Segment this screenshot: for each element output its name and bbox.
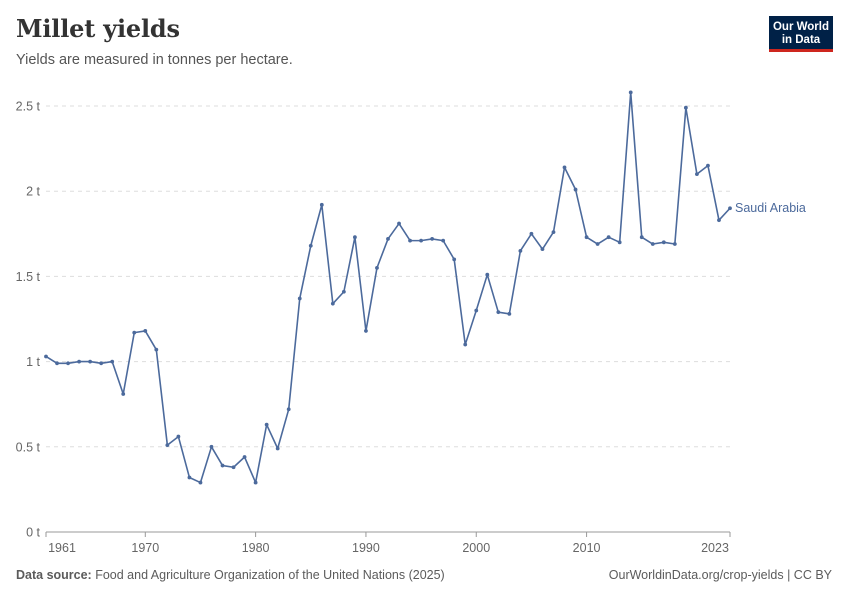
series-layer — [44, 90, 732, 485]
y-axis-tick-labels: 0 t 0.5 t 1 t 1.5 t 2 t 2.5 t — [16, 100, 41, 540]
data-point — [419, 238, 423, 243]
data-point — [474, 308, 479, 313]
x-tick-label: 2010 — [573, 541, 601, 555]
series-label: Saudi Arabia — [735, 201, 806, 215]
data-point — [485, 272, 490, 277]
data-point — [375, 265, 379, 270]
data-point — [330, 301, 335, 306]
data-point — [408, 238, 412, 243]
series-labels: Saudi Arabia — [735, 201, 806, 215]
data-point — [430, 237, 435, 241]
data-point — [650, 242, 655, 246]
data-point — [77, 359, 81, 364]
data-point — [187, 475, 192, 480]
y-tick-label: 0.5 t — [16, 440, 41, 454]
y-tick-label: 2.5 t — [16, 100, 41, 114]
data-point — [617, 240, 622, 245]
data-point — [165, 443, 170, 447]
chart-title: Millet yields — [16, 14, 180, 43]
data-point — [628, 90, 633, 95]
data-point — [220, 463, 225, 468]
data-point — [364, 329, 368, 333]
chart-subtitle: Yields are measured in tonnes per hectar… — [16, 52, 293, 68]
data-point — [397, 221, 401, 226]
data-point — [154, 347, 159, 352]
data-point — [198, 480, 203, 485]
data-point — [88, 359, 93, 364]
data-point — [264, 422, 269, 427]
data-point — [518, 248, 523, 253]
logo-line-2: in Data — [781, 34, 821, 46]
series-line — [45, 91, 731, 484]
data-point — [661, 240, 666, 245]
data-point — [551, 230, 556, 234]
data-point — [452, 257, 457, 262]
data-point — [286, 407, 291, 412]
data-point — [717, 218, 721, 223]
data-point — [441, 238, 446, 243]
data-point — [44, 354, 48, 359]
data-point — [606, 235, 611, 240]
data-point — [209, 444, 214, 449]
x-tick-label: 1970 — [131, 541, 159, 555]
data-point — [143, 329, 148, 333]
data-point — [507, 311, 512, 316]
data-point — [176, 434, 181, 439]
x-tick-label: 2023 — [701, 541, 729, 555]
data-point — [672, 242, 677, 246]
source-url-license[interactable]: OurWorldinData.org/crop-yields | CC BY — [608, 568, 832, 582]
owid-logo[interactable]: Our World in Data — [769, 16, 833, 52]
source-label: Data source: — [16, 568, 92, 582]
data-point — [595, 242, 600, 246]
data-point — [706, 163, 710, 168]
y-tick-label: 1 t — [26, 355, 40, 369]
data-point — [584, 235, 589, 240]
y-tick-label: 2 t — [26, 185, 40, 199]
data-point — [573, 187, 578, 192]
grid-lines — [46, 105, 730, 448]
data-point — [353, 235, 357, 240]
data-point — [695, 172, 699, 177]
x-tick-label: 1980 — [242, 541, 270, 555]
y-tick-label: 0 t — [26, 526, 40, 540]
data-point — [308, 243, 313, 248]
y-tick-label: 1.5 t — [16, 270, 41, 284]
data-point — [231, 465, 236, 470]
data-point — [639, 235, 644, 240]
data-point — [728, 206, 732, 211]
data-point — [540, 247, 545, 252]
x-tick-label: 2000 — [462, 541, 490, 555]
logo-line-1: Our World — [772, 21, 829, 33]
x-tick-label: 1961 — [48, 541, 76, 555]
data-point — [529, 231, 534, 236]
data-point — [319, 202, 324, 207]
data-point — [253, 480, 258, 485]
data-point — [341, 289, 346, 294]
data-point — [683, 105, 688, 110]
x-axis: 1961 1970 1980 1990 2000 2010 2023 — [45, 531, 731, 555]
x-tick-label: 1990 — [352, 541, 380, 555]
data-point — [275, 446, 280, 451]
data-point — [66, 361, 70, 366]
data-point — [242, 455, 247, 459]
data-point — [463, 342, 468, 347]
data-point — [496, 310, 501, 315]
source-text: Food and Agriculture Organization of the… — [91, 568, 445, 582]
data-source: Data source: Food and Agriculture Organi… — [16, 568, 445, 582]
data-point — [121, 392, 126, 396]
data-point — [386, 237, 390, 241]
data-point — [297, 296, 302, 301]
data-point — [132, 330, 137, 335]
data-point — [562, 165, 567, 170]
data-point — [110, 359, 115, 364]
data-point — [55, 361, 59, 366]
data-point — [99, 361, 104, 366]
